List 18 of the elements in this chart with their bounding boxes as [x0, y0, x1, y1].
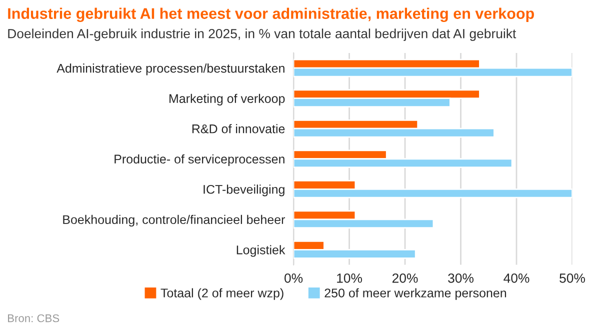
x-tick-label: 0% — [284, 273, 303, 283]
y-tick-label: R&D of innovatie — [192, 124, 285, 134]
y-tick-label: Productie- of serviceprocessen — [114, 154, 284, 166]
y-tick-label: Administratieve processen/bestuurstaken — [56, 64, 284, 76]
chart-subtitle: Doeleinden AI-gebruik industrie in 2025, in % van totale aantal bedrijven dat AI gebruikt — [8, 28, 516, 41]
x-tick-label: 40% — [504, 273, 530, 283]
x-tick-label: 30% — [448, 273, 474, 283]
y-tick-label: Boekhouding, controle/financieel beheer — [63, 214, 286, 227]
legend-label: Totaal (2 of meer wzp) — [160, 288, 284, 300]
y-tick-label: ICT-beveiliging — [204, 184, 284, 196]
x-tick-label: 20% — [392, 273, 418, 283]
y-tick-label: Logistiek — [236, 245, 286, 257]
x-tick-label: 50% — [560, 273, 585, 283]
x-tick-label: 10% — [337, 273, 362, 283]
text: Bron: CBS — [8, 314, 60, 322]
y-tick-label: Marketing of verkoop — [170, 94, 285, 106]
legend-label: 250 of meer werkzame personen — [324, 288, 506, 300]
chart-title: Industrie gebruikt AI het meest voor administratie, marketing en verkoop — [8, 8, 534, 22]
